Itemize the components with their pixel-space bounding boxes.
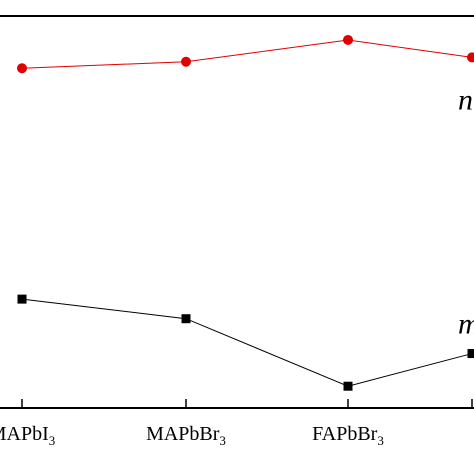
series-labels: nm — [458, 83, 474, 340]
series-layer — [17, 34, 474, 391]
series-label-n: n — [458, 83, 473, 116]
series-label-m: m — [458, 308, 474, 341]
data-point — [343, 34, 353, 45]
series-line-n — [21, 39, 473, 69]
data-point — [467, 349, 474, 359]
x-tick-label: MAPbBr3 — [146, 423, 226, 448]
data-point — [17, 63, 27, 74]
plot-frame — [0, 15, 474, 409]
data-point — [181, 314, 191, 324]
x-tick-label: FAPbBr3 — [312, 423, 384, 448]
data-point — [343, 381, 353, 391]
data-point — [467, 52, 474, 63]
series-line-m — [21, 298, 473, 387]
data-point — [181, 56, 191, 67]
x-tick-label: MAPbI3 — [0, 423, 55, 448]
x-axis-ticks: MAPbI3 MAPbBr3 FAPbBr3 — [0, 399, 473, 448]
data-point — [17, 294, 27, 304]
